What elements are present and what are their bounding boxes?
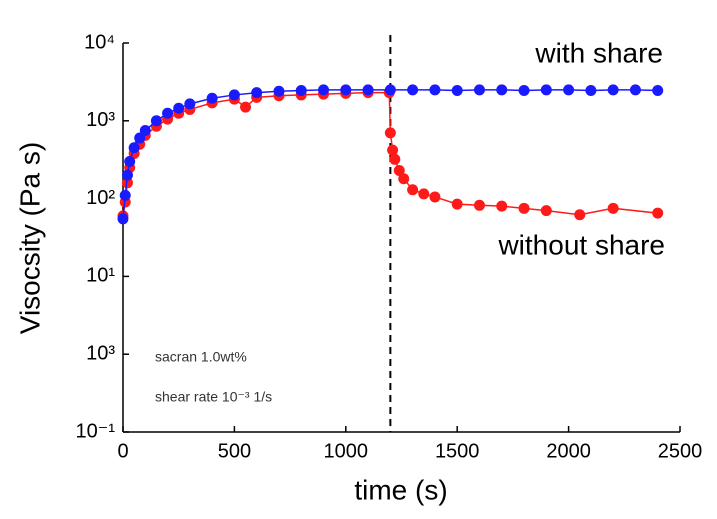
note: shear rate 10⁻³ 1/s <box>155 389 272 405</box>
x-axis-label: time (s) <box>354 474 447 505</box>
data-point <box>393 164 405 176</box>
y-tick-label: 10⁻¹ <box>76 420 116 442</box>
data-point <box>162 107 174 119</box>
data-point <box>629 84 641 96</box>
data-point <box>407 184 419 196</box>
y-tick-label: 10¹ <box>86 265 115 287</box>
data-point <box>340 84 352 96</box>
y-tick-label: 10³ <box>86 342 115 364</box>
data-point <box>607 84 619 96</box>
data-point <box>496 200 508 212</box>
data-point <box>540 84 552 96</box>
data-point <box>652 85 664 97</box>
data-point <box>134 132 146 144</box>
data-point <box>387 144 399 156</box>
data-point <box>384 84 396 96</box>
data-point <box>407 84 419 96</box>
data-point <box>124 155 136 167</box>
data-point <box>418 188 430 200</box>
data-point <box>652 207 664 219</box>
data-point <box>496 84 508 96</box>
data-point <box>117 213 129 225</box>
data-point <box>150 115 162 127</box>
data-point <box>273 85 285 97</box>
data-point <box>173 102 185 114</box>
data-point <box>362 84 374 96</box>
data-point <box>184 98 196 110</box>
data-point <box>451 85 463 97</box>
data-point <box>240 101 252 113</box>
data-point <box>429 84 441 96</box>
data-point <box>574 209 586 221</box>
data-point <box>295 85 307 97</box>
x-tick-label: 2000 <box>546 440 591 462</box>
data-point <box>585 85 597 97</box>
data-point <box>518 85 530 97</box>
data-point <box>473 199 485 211</box>
data-point <box>128 142 140 154</box>
data-point <box>119 189 131 201</box>
data-point <box>206 92 218 104</box>
data-point <box>139 125 151 137</box>
y-axis-label: Visocsity (Pa s) <box>14 142 45 334</box>
x-tick-label: 1000 <box>324 440 369 462</box>
data-point <box>251 87 263 99</box>
data-point <box>121 177 133 189</box>
data-point <box>384 127 396 139</box>
note: sacran 1.0wt% <box>155 349 247 365</box>
data-point <box>429 191 441 203</box>
data-point <box>518 202 530 214</box>
x-tick-label: 0 <box>117 440 128 462</box>
data-point <box>121 169 133 181</box>
y-tick-label: 10² <box>86 187 115 209</box>
series-label: with share <box>534 37 663 68</box>
x-tick-label: 1500 <box>435 440 480 462</box>
data-point <box>389 153 401 165</box>
data-point <box>473 84 485 96</box>
series-label: without share <box>497 229 665 260</box>
y-tick-label: 10³ <box>86 109 115 131</box>
data-point <box>398 173 410 185</box>
data-point <box>318 84 330 96</box>
x-tick-label: 500 <box>218 440 251 462</box>
data-point <box>607 202 619 214</box>
data-point <box>563 84 575 96</box>
y-tick-label: 10⁴ <box>84 31 115 53</box>
data-point <box>540 205 552 217</box>
x-tick-label: 2500 <box>658 440 703 462</box>
data-point <box>228 89 240 101</box>
data-point <box>451 198 463 210</box>
